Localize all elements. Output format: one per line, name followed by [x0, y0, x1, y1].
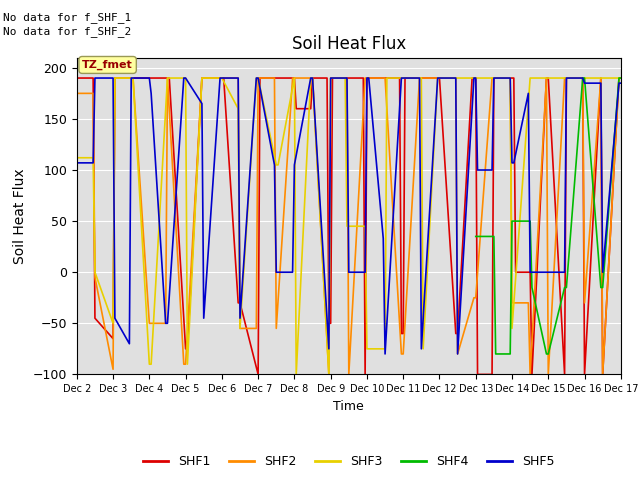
Text: No data for f_SHF_2: No data for f_SHF_2 [3, 26, 131, 37]
X-axis label: Time: Time [333, 400, 364, 413]
Y-axis label: Soil Heat Flux: Soil Heat Flux [13, 168, 27, 264]
Title: Soil Heat Flux: Soil Heat Flux [292, 35, 406, 53]
Text: TZ_fmet: TZ_fmet [82, 60, 133, 70]
Text: No data for f_SHF_1: No data for f_SHF_1 [3, 12, 131, 23]
Legend: SHF1, SHF2, SHF3, SHF4, SHF5: SHF1, SHF2, SHF3, SHF4, SHF5 [138, 450, 560, 473]
